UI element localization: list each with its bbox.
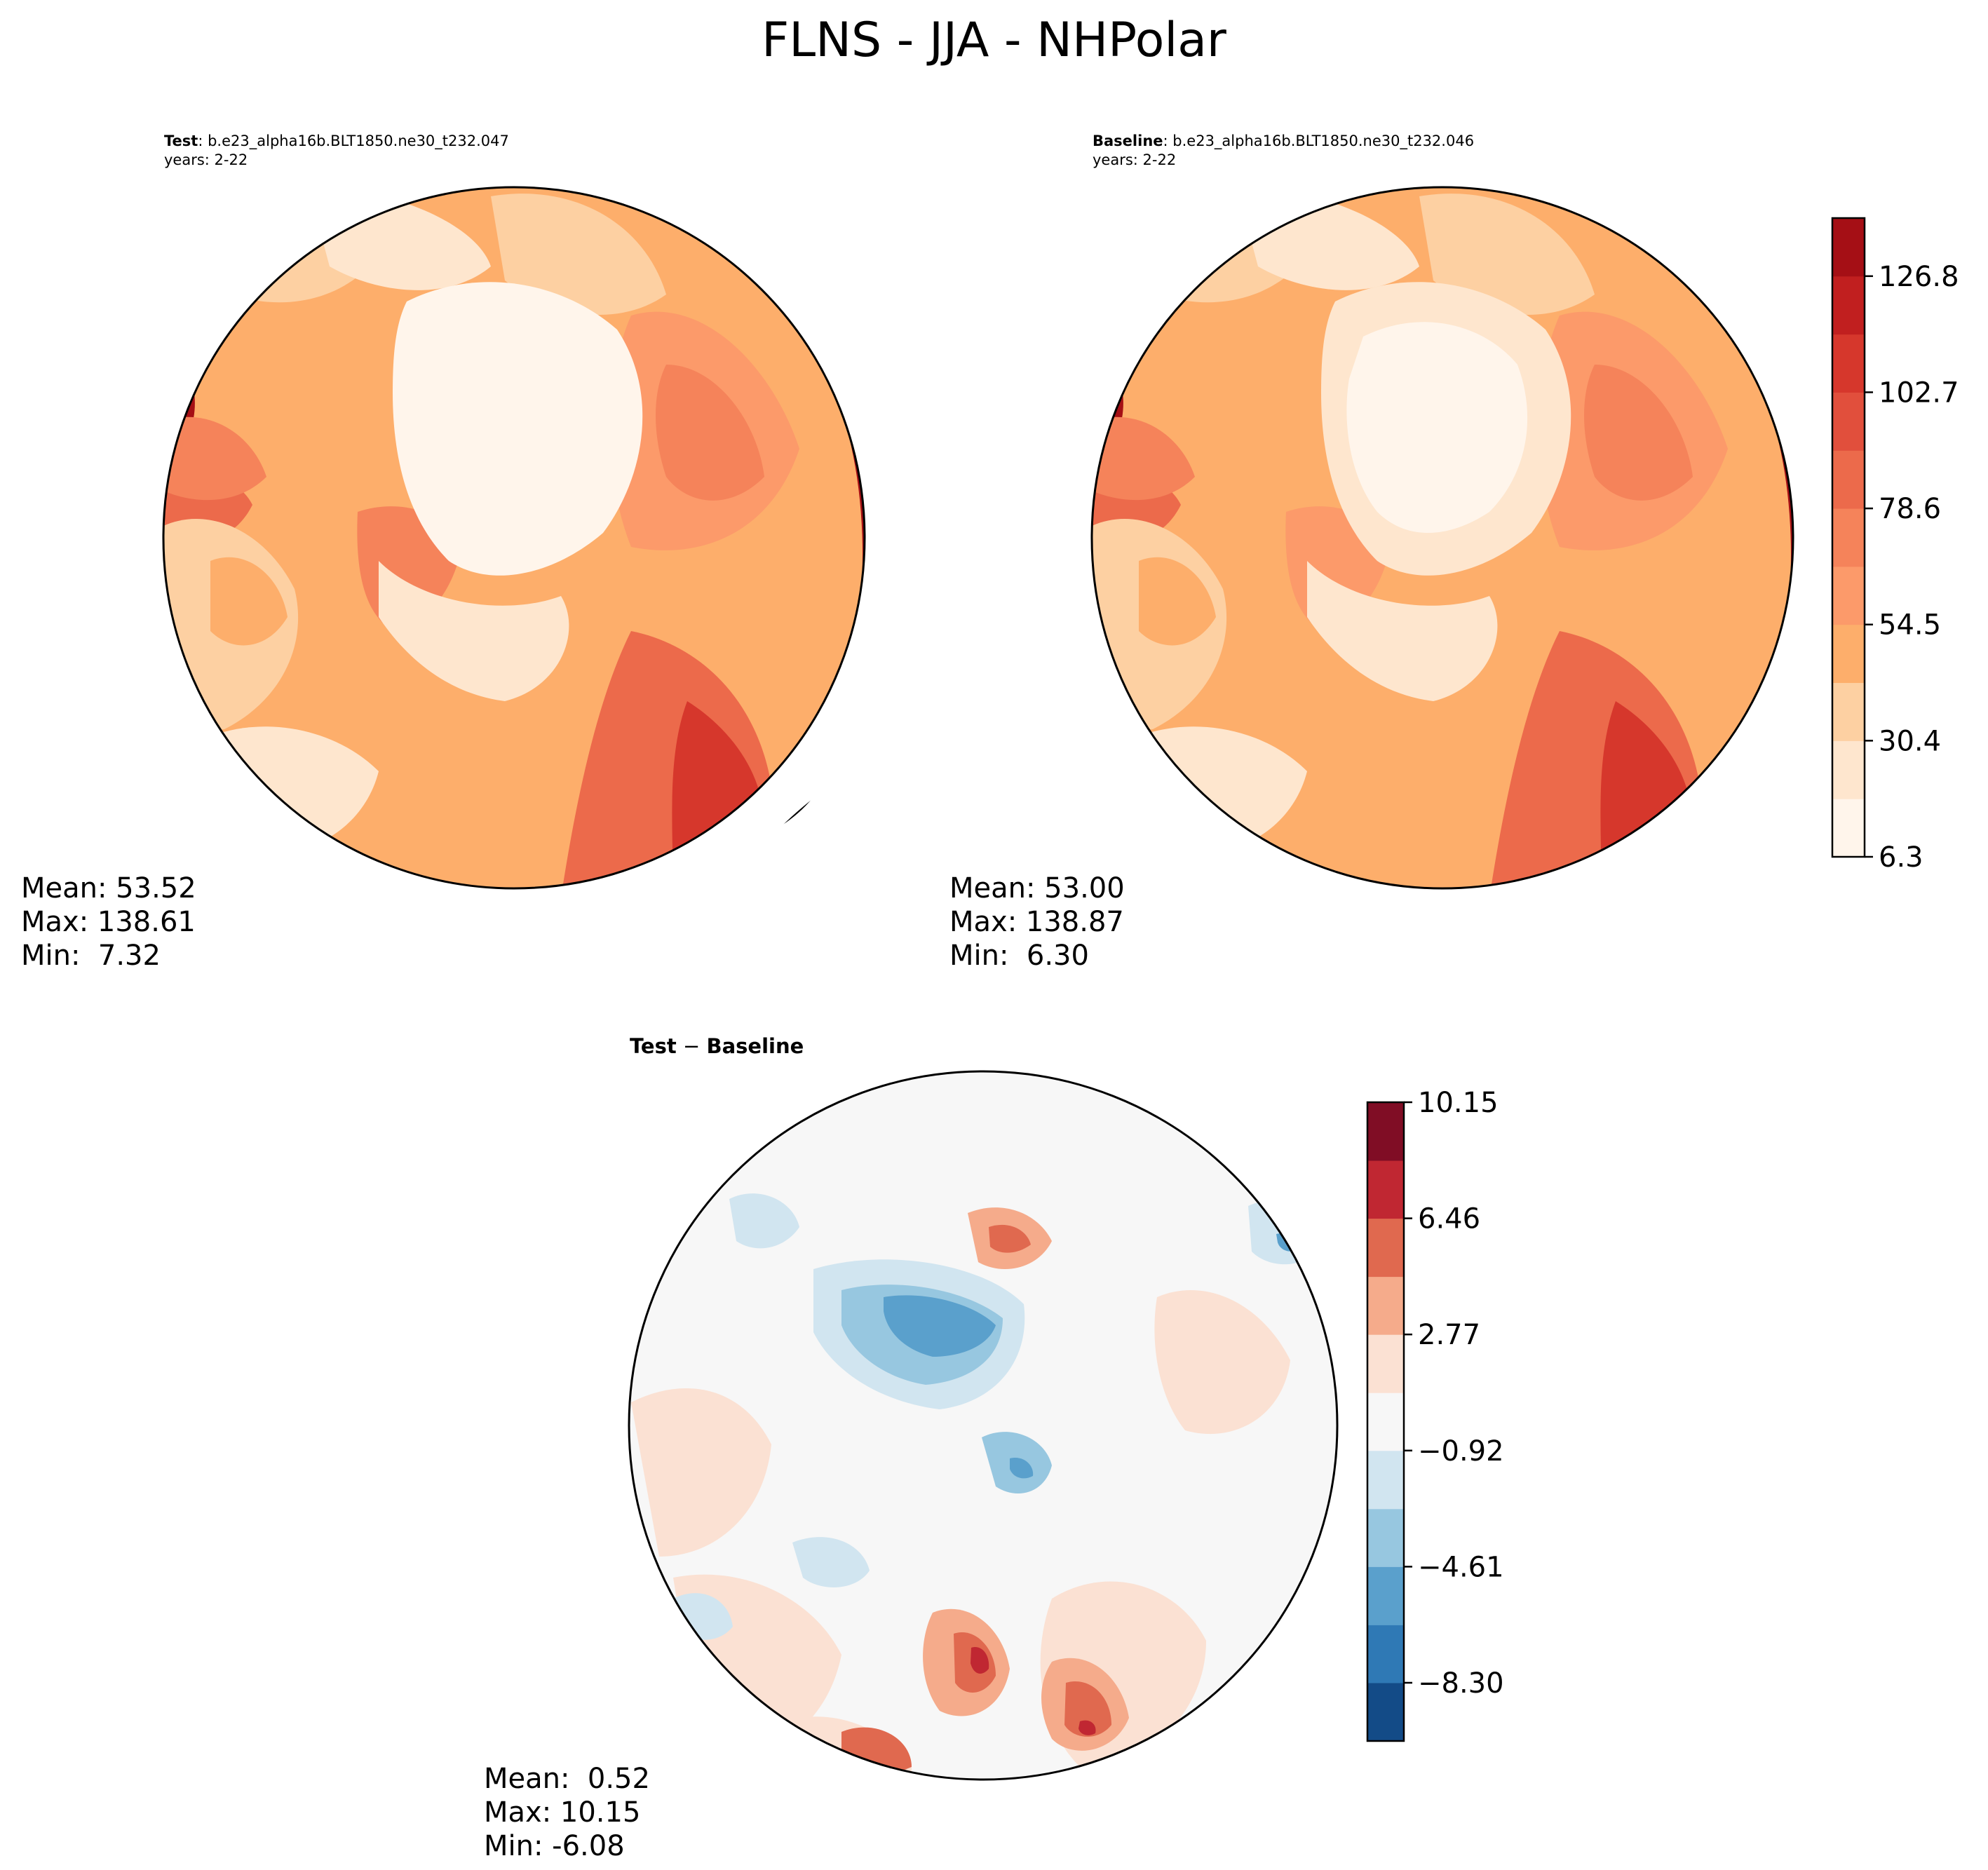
test-map-border <box>162 186 866 890</box>
diff-colorbar-segment <box>1367 1625 1404 1683</box>
diff-mean: Mean: 0.52 <box>484 1763 650 1795</box>
baseline-colorbar-segment <box>1832 624 1865 684</box>
diff-colorbar-segment <box>1367 1682 1404 1742</box>
diff-map <box>628 1070 1339 1781</box>
baseline-mean: Mean: 53.00 <box>949 872 1125 904</box>
test-label-sep: : <box>198 133 208 149</box>
baseline-colorbar-tick-label: 78.6 <box>1879 493 1941 525</box>
diff-colorbar-segment <box>1367 1102 1404 1161</box>
baseline-colorbar: 6.3 30.4 54.5 78.6 102.7 126.8 <box>1831 217 1959 874</box>
test-max: Max: 138.61 <box>21 906 196 938</box>
diff-colorbar-tick-label: 2.77 <box>1418 1319 1480 1351</box>
diff-colorbar-segment <box>1367 1276 1404 1335</box>
diff-colorbar-segment <box>1367 1218 1404 1278</box>
diff-map-border <box>628 1070 1339 1781</box>
baseline-colorbar-tick-label: 54.5 <box>1879 609 1941 642</box>
figure-title: FLNS - JJA - NHPolar <box>762 13 1226 68</box>
diff-colorbar-segment <box>1367 1160 1404 1219</box>
test-min: Min: 7.32 <box>21 940 161 972</box>
baseline-map <box>1090 186 1794 890</box>
baseline-stats: Mean: 53.00 Max: 138.87 Min: 6.30 <box>949 872 1125 973</box>
diff-min: Min: -6.08 <box>484 1830 625 1862</box>
diff-colorbar: 10.15 6.46 2.77 −0.92 −4.61 −8.30 <box>1366 1087 1504 1742</box>
baseline-colorbar-segment <box>1832 682 1865 741</box>
baseline-colorbar-frame <box>1831 217 1866 858</box>
diff-colorbar-segment <box>1367 1334 1404 1393</box>
diff-colorbar-frame <box>1366 1101 1405 1742</box>
baseline-colorbar-tick-label: 126.8 <box>1879 261 1959 293</box>
baseline-colorbar-segment <box>1832 450 1865 509</box>
diff-title: Test − Baseline <box>630 1034 804 1058</box>
baseline-run-info: Baseline: b.e23_alpha16b.BLT1850.ne30_t2… <box>1093 132 1474 170</box>
diff-colorbar-segment <box>1367 1450 1404 1510</box>
baseline-label-sep: : <box>1163 133 1173 149</box>
baseline-map-border <box>1090 186 1794 890</box>
baseline-colorbar-segment <box>1832 276 1865 335</box>
baseline-label: Baseline <box>1093 133 1163 149</box>
test-run-info: Test: b.e23_alpha16b.BLT1850.ne30_t232.0… <box>164 132 509 170</box>
baseline-years: years: 2-22 <box>1093 151 1177 168</box>
diff-colorbar-tick-label: 10.15 <box>1418 1087 1499 1119</box>
diff-title-minus: − <box>676 1034 707 1058</box>
baseline-colorbar-tick-label: 6.3 <box>1879 841 1923 874</box>
baseline-colorbar-tick-label: 102.7 <box>1879 377 1959 409</box>
diff-colorbar-segment <box>1367 1393 1404 1451</box>
baseline-colorbar-segment <box>1832 740 1865 799</box>
diff-colorbar-tick-label: 6.46 <box>1418 1203 1480 1235</box>
baseline-colorbar-segment <box>1832 392 1865 451</box>
baseline-colorbar-segment <box>1832 566 1865 625</box>
baseline-colorbar-segment <box>1832 218 1865 277</box>
diff-colorbar-tick-label: −0.92 <box>1418 1435 1504 1468</box>
baseline-case: b.e23_alpha16b.BLT1850.ne30_t232.046 <box>1172 133 1475 149</box>
baseline-max: Max: 138.87 <box>949 906 1124 938</box>
diff-colorbar-segment <box>1367 1566 1404 1625</box>
baseline-colorbar-segment <box>1832 508 1865 567</box>
test-years: years: 2-22 <box>164 151 248 168</box>
baseline-colorbar-segment <box>1832 334 1865 393</box>
test-stats: Mean: 53.52 Max: 138.61 Min: 7.32 <box>21 872 196 973</box>
test-mean: Mean: 53.52 <box>21 872 196 904</box>
baseline-min: Min: 6.30 <box>949 940 1089 972</box>
diff-stats: Mean: 0.52 Max: 10.15 Min: -6.08 <box>484 1762 650 1863</box>
diff-title-test: Test <box>630 1034 677 1058</box>
baseline-colorbar-segment <box>1832 799 1865 858</box>
diff-map-field <box>631 1193 1318 1780</box>
baseline-colorbar-tick-label: 30.4 <box>1879 725 1941 757</box>
diff-colorbar-tick-label: −8.30 <box>1418 1667 1504 1700</box>
test-map <box>162 186 866 890</box>
diff-max: Max: 10.15 <box>484 1796 641 1829</box>
diff-colorbar-tick-label: −4.61 <box>1418 1551 1504 1583</box>
diff-title-baseline: Baseline <box>706 1034 804 1058</box>
test-label: Test <box>164 133 198 149</box>
test-case: b.e23_alpha16b.BLT1850.ne30_t232.047 <box>208 133 509 149</box>
diff-colorbar-segment <box>1367 1508 1404 1567</box>
